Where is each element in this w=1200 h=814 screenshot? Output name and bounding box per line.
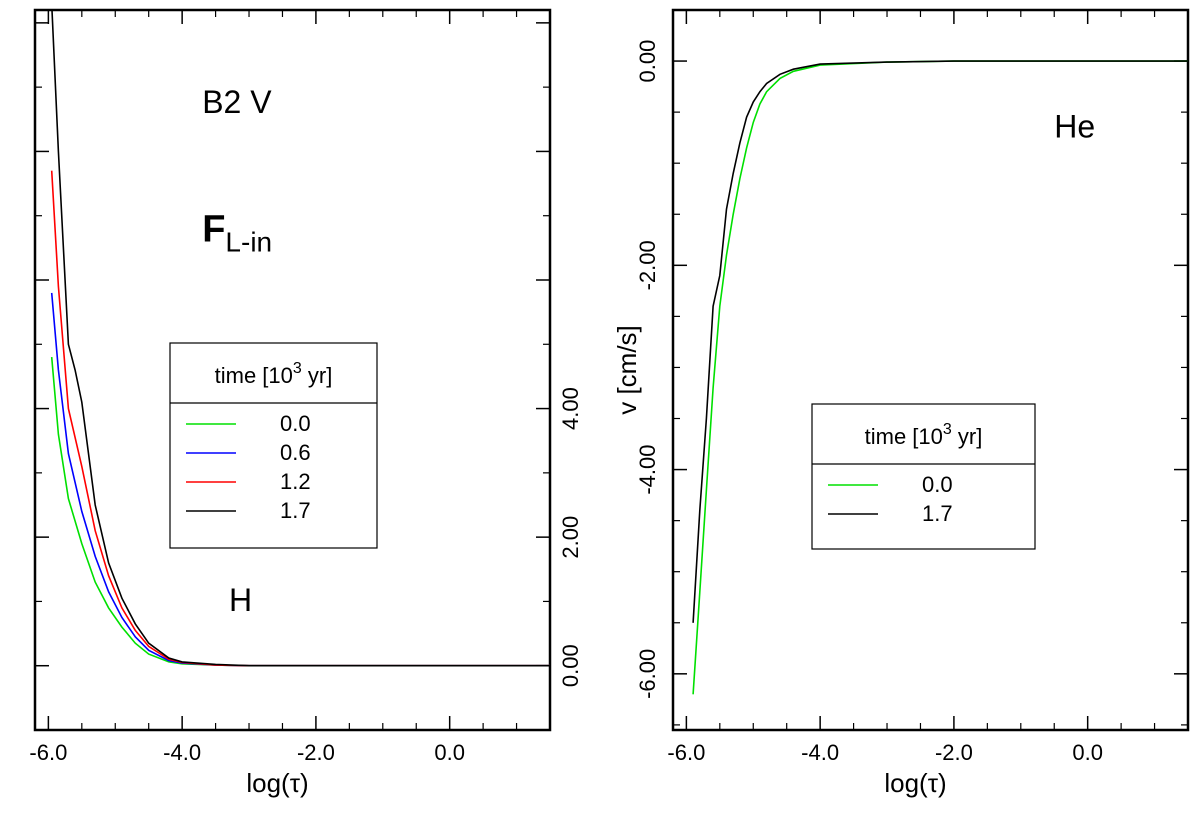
left-panel-hydrogen: -6.0 -4.0 -2.0 0.0 0.00 2.00 4.00 log(τ) B2 V FL-… <box>29 8 583 798</box>
y-axis-title: v [cm/s] <box>612 325 642 415</box>
series-group <box>692 60 1188 695</box>
legend-title: time [103 yr] <box>215 360 333 388</box>
annotation-flux-symbol: F <box>202 208 225 250</box>
annotation-flux-subscript: L-in <box>225 226 272 257</box>
series-line-0.0 <box>692 60 1188 695</box>
annotation-label: He <box>1054 109 1095 145</box>
legend-label-0.0: 0.0 <box>922 472 953 497</box>
y-tick-label: -4.00 <box>635 444 660 494</box>
legend-title-sup: 3 <box>943 421 952 438</box>
legend-title-sup: 3 <box>293 360 302 377</box>
legend-title-end: yr] <box>302 363 333 388</box>
series-line-1.7 <box>51 10 550 667</box>
legend: time [103 yr] 0.0 0.6 1.2 1.7 <box>169 342 378 549</box>
plot-frame <box>671 8 1190 732</box>
legend-label-0.6: 0.6 <box>280 440 311 465</box>
x-tick-label: 0.0 <box>434 740 465 765</box>
x-tick-label: -2.0 <box>297 740 335 765</box>
y-tick-label: -2.00 <box>635 240 660 290</box>
series-line-1.7 <box>692 60 1188 623</box>
x-tick-label: -6.0 <box>667 740 705 765</box>
legend-title-main: time [10 <box>215 363 293 388</box>
y-tick-label: -6.00 <box>635 649 660 699</box>
x-axis-title: log(τ) <box>884 768 946 798</box>
legend-label-1.7: 1.7 <box>280 498 311 523</box>
x-tick-label: -2.0 <box>935 740 973 765</box>
legend-title: time [103 yr] <box>865 421 983 449</box>
legend-title-end: yr] <box>952 424 983 449</box>
legend-box <box>169 342 378 549</box>
legend: time [103 yr] 0.0 1.7 <box>811 403 1036 550</box>
right-panel-helium: -6.0 -4.0 -2.0 0.0 0.00 -2.00 -4.00 -6.00 log(τ)… <box>612 8 1190 798</box>
x-tick-label: -4.0 <box>801 740 839 765</box>
annotation-label: H <box>229 582 252 618</box>
annotation-label: B2 V <box>202 84 272 120</box>
legend-label-1.2: 1.2 <box>280 469 311 494</box>
legend-label-0.0: 0.0 <box>280 411 311 436</box>
x-axis-title: log(τ) <box>246 768 308 798</box>
y-tick-label: 0.00 <box>558 644 583 687</box>
legend-box <box>811 403 1036 550</box>
legend-label-1.7: 1.7 <box>922 501 953 526</box>
series-group <box>50 10 550 667</box>
plot-frame <box>33 8 552 732</box>
legend-title-main: time [10 <box>865 424 943 449</box>
x-tick-label: -6.0 <box>29 740 67 765</box>
annotation-flux: FL-in <box>202 208 272 257</box>
y-tick-label: 0.00 <box>635 40 660 83</box>
x-tick-label: -4.0 <box>163 740 201 765</box>
x-tick-label: 0.0 <box>1072 740 1103 765</box>
y-tick-label: 2.00 <box>558 516 583 559</box>
y-tick-label: 4.00 <box>558 387 583 430</box>
